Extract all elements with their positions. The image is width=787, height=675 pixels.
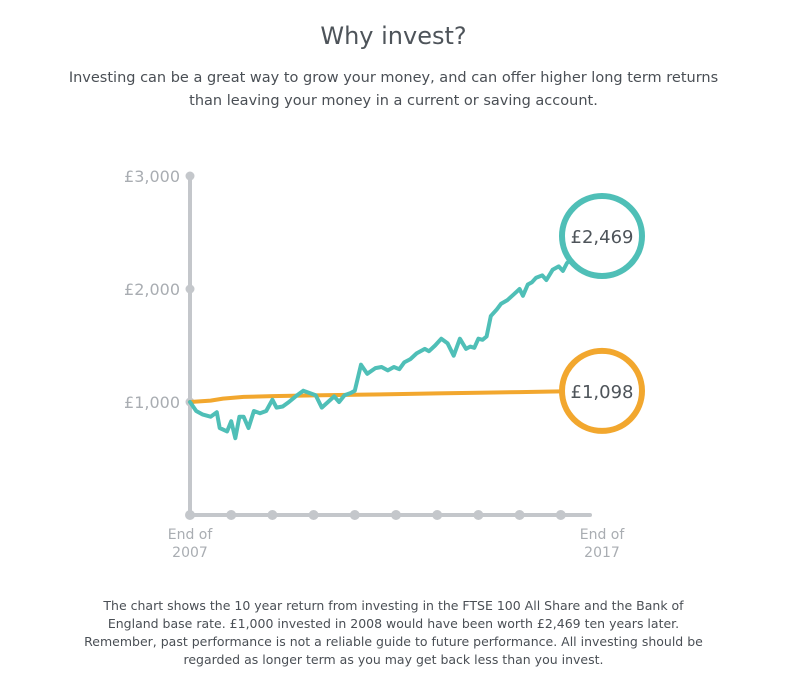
end-badge-0: [559, 193, 645, 280]
x-end-label-line2: 2017: [584, 545, 620, 561]
x-tick-dot-2: [267, 510, 278, 520]
series-line-1: [188, 388, 604, 404]
x-tick-dot-4: [349, 510, 360, 520]
y-tick-label-1: £2,000: [124, 280, 180, 299]
y-tick-dot-2: [185, 171, 195, 181]
series-line-0: [188, 234, 604, 441]
x-tick-dot-1: [226, 510, 237, 520]
x-ticks: [185, 510, 566, 520]
end-badge-label-0: £2,469: [571, 227, 634, 248]
x-start-label-line2: 2007: [172, 545, 208, 561]
end-value-badges: £2,469 £1,098: [559, 193, 645, 434]
y-ticks: £1,000 £2,000 £3,000: [124, 167, 195, 412]
x-start-label-line1: End of: [168, 527, 214, 543]
page-title: Why invest?: [320, 22, 467, 50]
x-tick-dot-7: [473, 510, 484, 520]
series-layer: [188, 234, 604, 441]
investment-chart: £1,000 £2,000 £3,000 End of 2007 End of 20…: [124, 167, 645, 561]
y-axis-group: £1,000 £2,000 £3,000: [124, 167, 195, 517]
x-end-label-line1: End of: [580, 527, 626, 543]
x-tick-dot-0: [185, 510, 195, 520]
end-badge-label-1: £1,098: [571, 382, 634, 403]
chart-footnote: The chart shows the 10 year return from …: [84, 598, 703, 667]
intro-text: Investing can be a great way to grow you…: [68, 70, 719, 109]
x-tick-dot-8: [514, 510, 525, 520]
x-tick-dot-5: [391, 510, 401, 520]
y-tick-dot-1: [185, 284, 195, 294]
x-tick-dot-9: [555, 510, 566, 520]
end-badge-1: [559, 347, 645, 434]
x-tick-dot-6: [432, 510, 443, 520]
x-tick-dot-3: [308, 510, 319, 520]
x-axis-group: End of 2007 End of 2017: [168, 510, 626, 561]
y-tick-label-0: £1,000: [124, 393, 180, 412]
y-tick-label-2: £3,000: [124, 167, 180, 186]
